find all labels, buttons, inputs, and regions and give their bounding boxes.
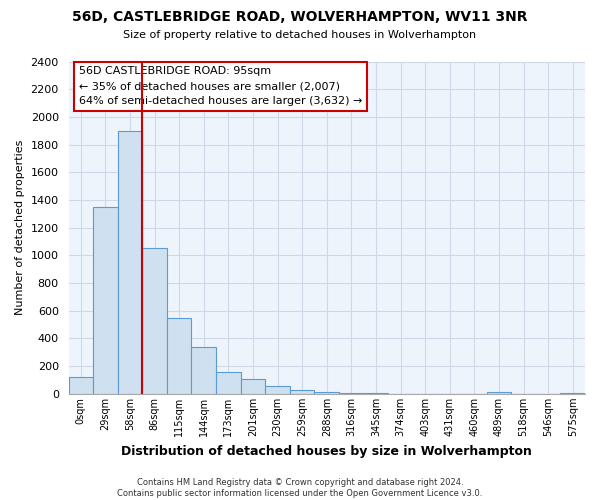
Text: 56D, CASTLEBRIDGE ROAD, WOLVERHAMPTON, WV11 3NR: 56D, CASTLEBRIDGE ROAD, WOLVERHAMPTON, W… xyxy=(72,10,528,24)
Bar xyxy=(93,207,118,394)
Bar xyxy=(167,318,191,394)
Bar xyxy=(216,372,241,394)
Bar xyxy=(487,392,511,394)
X-axis label: Distribution of detached houses by size in Wolverhampton: Distribution of detached houses by size … xyxy=(121,444,532,458)
Bar xyxy=(314,392,339,394)
Bar xyxy=(142,248,167,394)
Bar xyxy=(560,393,585,394)
Bar xyxy=(290,390,314,394)
Bar xyxy=(241,380,265,394)
Bar xyxy=(68,376,93,394)
Bar xyxy=(118,130,142,394)
Bar xyxy=(265,386,290,394)
Bar xyxy=(191,348,216,394)
Text: Size of property relative to detached houses in Wolverhampton: Size of property relative to detached ho… xyxy=(124,30,476,40)
Bar xyxy=(339,393,364,394)
Text: 56D CASTLEBRIDGE ROAD: 95sqm
← 35% of detached houses are smaller (2,007)
64% of: 56D CASTLEBRIDGE ROAD: 95sqm ← 35% of de… xyxy=(79,66,362,106)
Y-axis label: Number of detached properties: Number of detached properties xyxy=(15,140,25,316)
Text: Contains HM Land Registry data © Crown copyright and database right 2024.
Contai: Contains HM Land Registry data © Crown c… xyxy=(118,478,482,498)
